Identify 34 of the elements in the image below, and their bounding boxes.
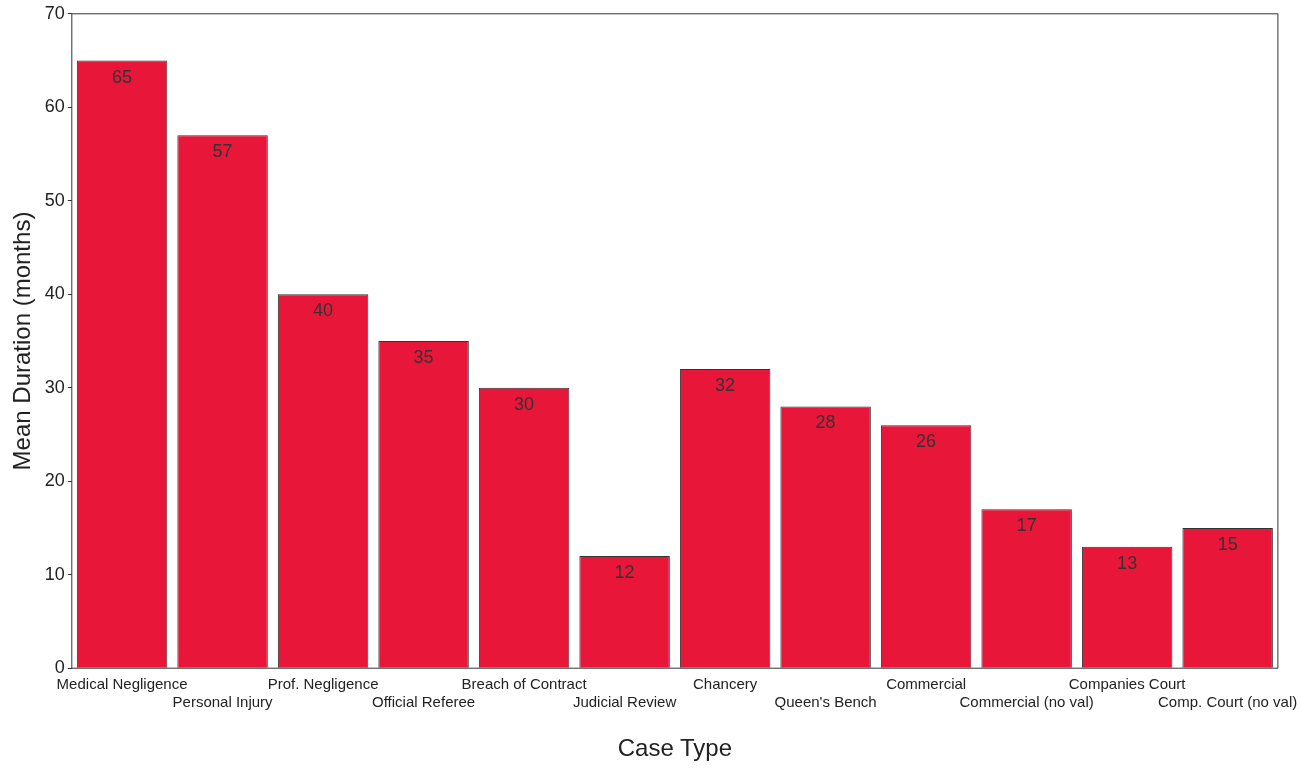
data-label: 15 (1217, 533, 1238, 554)
data-label: 32 (715, 375, 736, 396)
y-tick-label: 70 (44, 2, 65, 23)
data-label: 35 (413, 346, 434, 367)
y-axis-title: Mean Duration (months) (8, 211, 36, 471)
x-tick-label: Commercial (886, 675, 967, 693)
x-tick-label: Medical Negligence (56, 675, 188, 693)
y-tick-label: 10 (44, 563, 65, 584)
x-tick-label: Commercial (no val) (959, 693, 1094, 711)
y-tick-label: 50 (44, 189, 65, 210)
y-tick-label: 30 (44, 376, 65, 397)
y-tick-label: 0 (54, 657, 65, 678)
x-tick-label: Chancery (693, 675, 758, 693)
y-tick-label: 40 (44, 283, 65, 304)
data-label: 40 (313, 300, 334, 321)
y-tick-label: 60 (44, 96, 65, 117)
data-label: 57 (212, 141, 233, 162)
x-tick-label: Companies Court (1068, 675, 1187, 693)
data-label: 13 (1117, 552, 1138, 573)
data-label: 12 (614, 561, 635, 582)
data-label: 30 (514, 393, 535, 414)
data-label: 28 (815, 412, 836, 433)
x-axis-title: Case Type (617, 734, 733, 762)
x-tick-label: Judicial Review (572, 693, 677, 711)
x-tick-label: Breach of Contract (461, 675, 588, 693)
y-tick-label: 20 (44, 470, 65, 491)
x-tick-label: Queen's Bench (774, 693, 877, 711)
data-label: 17 (1016, 515, 1037, 536)
data-label: 26 (916, 431, 937, 452)
x-tick-label: Official Referee (372, 693, 476, 711)
x-tick-label: Personal Injury (172, 693, 274, 711)
x-tick-label: Prof. Negligence (267, 675, 379, 693)
x-tick-label: Comp. Court (no val) (1158, 693, 1298, 711)
data-label: 65 (112, 66, 133, 87)
